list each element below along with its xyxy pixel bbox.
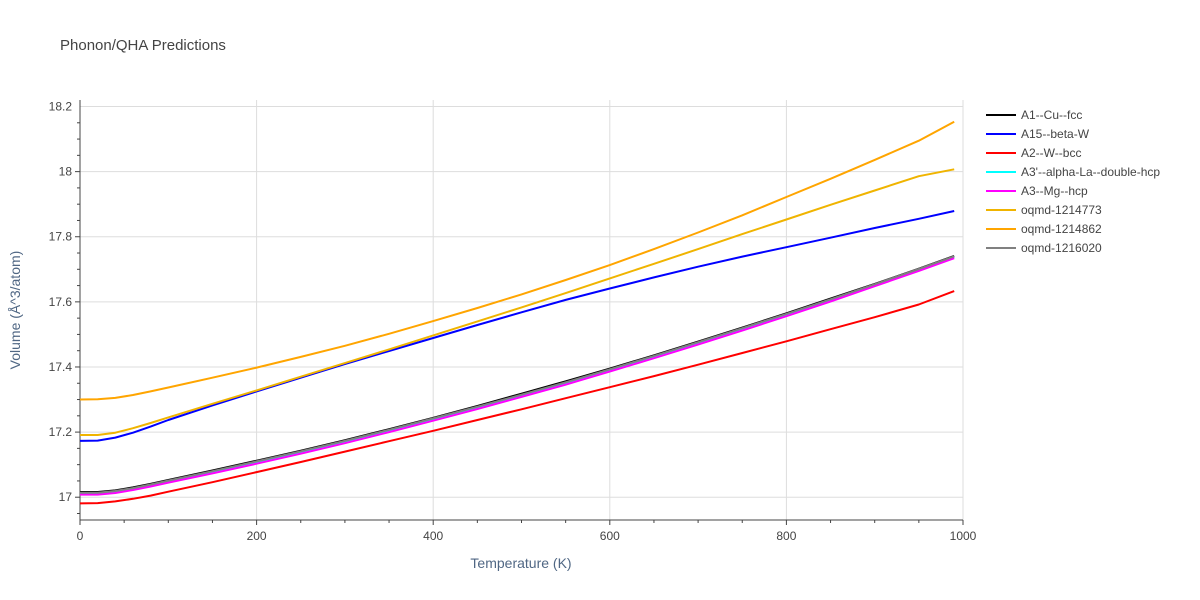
x-tick-label: 0: [77, 529, 84, 543]
legend-item-3[interactable]: A2--W--bcc: [986, 146, 1081, 160]
x-tick-label: 1000: [950, 529, 977, 543]
y-tick-label: 17.4: [49, 360, 73, 374]
legend-item-7[interactable]: oqmd-1214862: [986, 222, 1102, 236]
series-line-8[interactable]: [80, 255, 955, 494]
legend[interactable]: A1--Cu--fcc A15--beta-W A2--W--bcc A3'--alp…: [986, 108, 1160, 255]
x-tick-label: 200: [247, 529, 267, 543]
y-axis-title: Volume (Å^3/atom): [7, 251, 23, 370]
x-tick-label: 600: [600, 529, 620, 543]
legend-item-8[interactable]: oqmd-1216020: [986, 241, 1102, 255]
x-tick-label: 800: [776, 529, 796, 543]
chart-title: Phonon/QHA Predictions: [60, 37, 226, 54]
y-tick-label: 17.6: [49, 295, 73, 309]
axes-layer: 0 200 400 600 800 1000 17 17.2 17.4 17.6 17.8 18 18.…: [49, 100, 977, 543]
legend-item-2[interactable]: A15--beta-W: [986, 127, 1090, 141]
y-tick-label: 18.2: [49, 100, 73, 114]
legend-item-4[interactable]: A3'--alpha-La--double-hcp: [986, 165, 1160, 179]
legend-label: A1--Cu--fcc: [1021, 108, 1082, 122]
legend-label: oqmd-1214773: [1021, 203, 1102, 217]
legend-item-1[interactable]: A1--Cu--fcc: [986, 108, 1082, 122]
series-line-3[interactable]: [79, 290, 955, 505]
legend-label: oqmd-1216020: [1021, 241, 1102, 255]
series-line-5[interactable]: [80, 257, 955, 496]
x-axis-title: Temperature (K): [470, 555, 571, 571]
legend-item-5[interactable]: A3--Mg--hcp: [986, 184, 1088, 198]
legend-label: A3--Mg--hcp: [1021, 184, 1088, 198]
series-line-2[interactable]: [79, 210, 955, 442]
y-tick-label: 17.2: [49, 425, 73, 439]
x-tick-label: 400: [423, 529, 443, 543]
series-layer: [79, 120, 955, 505]
series-line-1[interactable]: [80, 255, 955, 493]
grid-layer: [80, 100, 964, 520]
legend-label: A3'--alpha-La--double-hcp: [1021, 165, 1160, 179]
y-tick-label: 17: [59, 490, 73, 504]
legend-label: A15--beta-W: [1021, 127, 1090, 141]
y-tick-label: 18: [59, 165, 73, 179]
y-tick-label: 17.8: [49, 230, 73, 244]
legend-item-6[interactable]: oqmd-1214773: [986, 203, 1102, 217]
series-line-4[interactable]: [80, 255, 955, 495]
legend-label: A2--W--bcc: [1021, 146, 1081, 160]
series-line-7[interactable]: [79, 120, 955, 401]
series-line-6[interactable]: [80, 168, 955, 436]
legend-label: oqmd-1214862: [1021, 222, 1102, 236]
